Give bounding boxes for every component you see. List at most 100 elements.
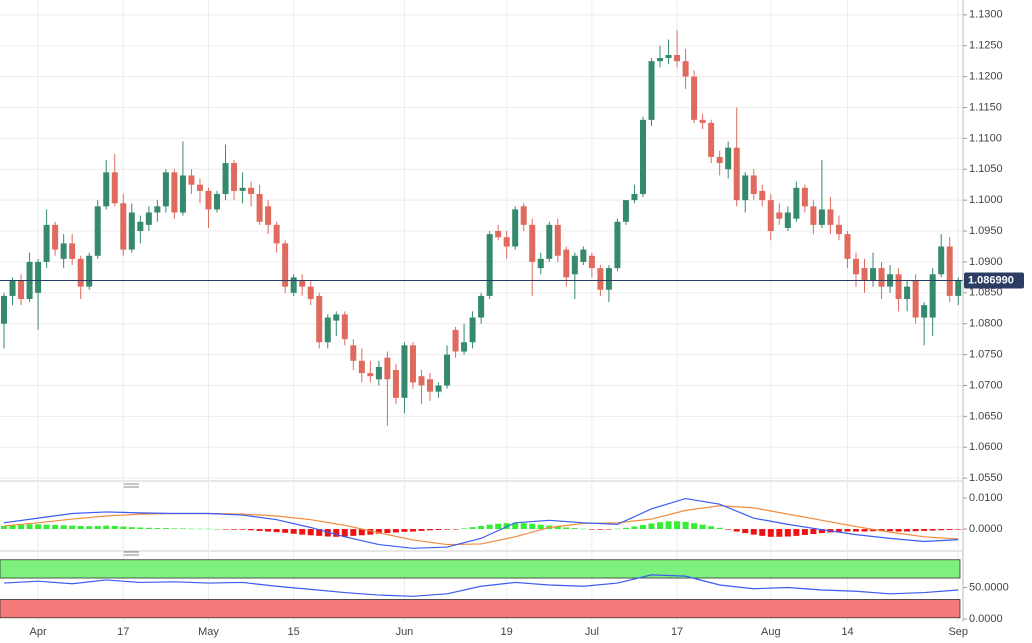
y-tick-label: 1.0850 — [969, 287, 1003, 299]
histogram-bar — [793, 529, 800, 536]
y-tick-label: 1.1050 — [969, 163, 1003, 175]
candle-body — [495, 231, 502, 238]
candle-body — [580, 249, 587, 262]
y-tick-label: 1.0600 — [969, 441, 1003, 453]
candle-body — [691, 76, 698, 120]
y-tick-label: 1.1100 — [969, 132, 1002, 144]
histogram-bar — [307, 529, 314, 536]
candle-body — [870, 268, 877, 281]
x-tick-label: Jun — [396, 626, 414, 638]
histogram-bar — [895, 529, 902, 532]
histogram-bar — [145, 527, 152, 530]
histogram-bar — [401, 529, 408, 532]
candle-body — [239, 187, 246, 191]
histogram-bar — [367, 529, 374, 535]
histogram-bar — [205, 528, 212, 530]
histogram-bar — [725, 529, 732, 530]
histogram-bar — [43, 524, 50, 530]
histogram-bar — [77, 525, 84, 530]
histogram-bar — [256, 529, 263, 531]
last-price-label: 1.086990 — [968, 274, 1014, 286]
x-tick-label: 17 — [117, 626, 129, 638]
candle-body — [733, 147, 740, 201]
candle-body — [461, 342, 468, 352]
candle-body — [179, 175, 186, 213]
histogram-bar — [52, 524, 59, 530]
histogram-bar — [35, 524, 42, 530]
candle-body — [895, 274, 902, 299]
candle-body — [767, 200, 774, 232]
candle-body — [324, 317, 331, 343]
x-tick-label: 14 — [841, 626, 853, 638]
candle-body — [878, 268, 885, 287]
histogram-bar — [835, 529, 842, 532]
candle-body — [282, 243, 289, 287]
candle-body — [214, 193, 221, 210]
candle-body — [759, 190, 766, 201]
candle-body — [938, 246, 945, 275]
candle-body — [725, 147, 732, 170]
candle-body — [529, 224, 536, 262]
candle-body — [742, 175, 749, 201]
y-tick-label: 1.0700 — [969, 379, 1003, 391]
candle-body — [111, 172, 118, 204]
histogram-bar — [955, 529, 962, 530]
histogram-bar — [605, 529, 612, 530]
y-tick-label: 1.0550 — [969, 472, 1003, 484]
candle-body — [418, 376, 425, 386]
histogram-bar — [716, 527, 723, 530]
y-tick-label: 1.1300 — [969, 9, 1003, 21]
candle-body — [682, 61, 689, 77]
upper-band — [0, 559, 961, 579]
histogram-bar — [495, 523, 502, 530]
histogram-bar — [120, 526, 127, 530]
histogram-bar — [733, 529, 740, 532]
candle-body — [1, 295, 8, 324]
histogram-bar — [290, 529, 297, 534]
x-tick-label: May — [198, 626, 219, 638]
candle-body — [835, 224, 842, 235]
histogram-bar — [358, 529, 365, 536]
candle-body — [912, 280, 919, 318]
x-tick-label: 19 — [501, 626, 513, 638]
histogram-bar — [580, 528, 587, 530]
histogram-bar — [162, 528, 169, 530]
candle-body — [205, 190, 212, 210]
candle-body — [478, 295, 485, 318]
candle-body — [554, 224, 561, 256]
candle-body — [307, 286, 314, 299]
histogram-bar — [912, 529, 919, 532]
histogram-bar — [904, 529, 911, 532]
histogram-bar — [103, 525, 110, 530]
candle-body — [929, 274, 936, 318]
y-tick-label: 1.0750 — [969, 349, 1003, 361]
candle-body — [827, 209, 834, 225]
histogram-bar — [94, 525, 101, 530]
candle-body — [622, 200, 629, 222]
histogram-bar — [265, 529, 272, 532]
y-tick-label: 1.1200 — [969, 71, 1003, 83]
candle-body — [248, 187, 255, 194]
histogram-bar — [231, 529, 238, 530]
y-tick-label: 1.0950 — [969, 225, 1003, 237]
histogram-bar — [784, 529, 791, 537]
histogram-bar — [435, 529, 442, 530]
candle-body — [409, 345, 416, 383]
candle-body — [52, 224, 59, 250]
resize-handle[interactable] — [123, 551, 139, 556]
resize-handle[interactable] — [123, 483, 139, 488]
histogram-bar — [282, 529, 289, 533]
candle-body — [639, 119, 646, 194]
histogram-bar — [921, 529, 928, 531]
candle-body — [708, 122, 715, 157]
histogram-bar — [9, 525, 16, 530]
y-tick-label: 50.0000 — [969, 581, 1009, 593]
candle-body — [435, 385, 442, 392]
histogram-bar — [887, 529, 894, 532]
candle-body — [486, 234, 493, 296]
histogram-bar — [571, 528, 578, 530]
candle-body — [861, 268, 868, 281]
candle-body — [546, 224, 553, 259]
